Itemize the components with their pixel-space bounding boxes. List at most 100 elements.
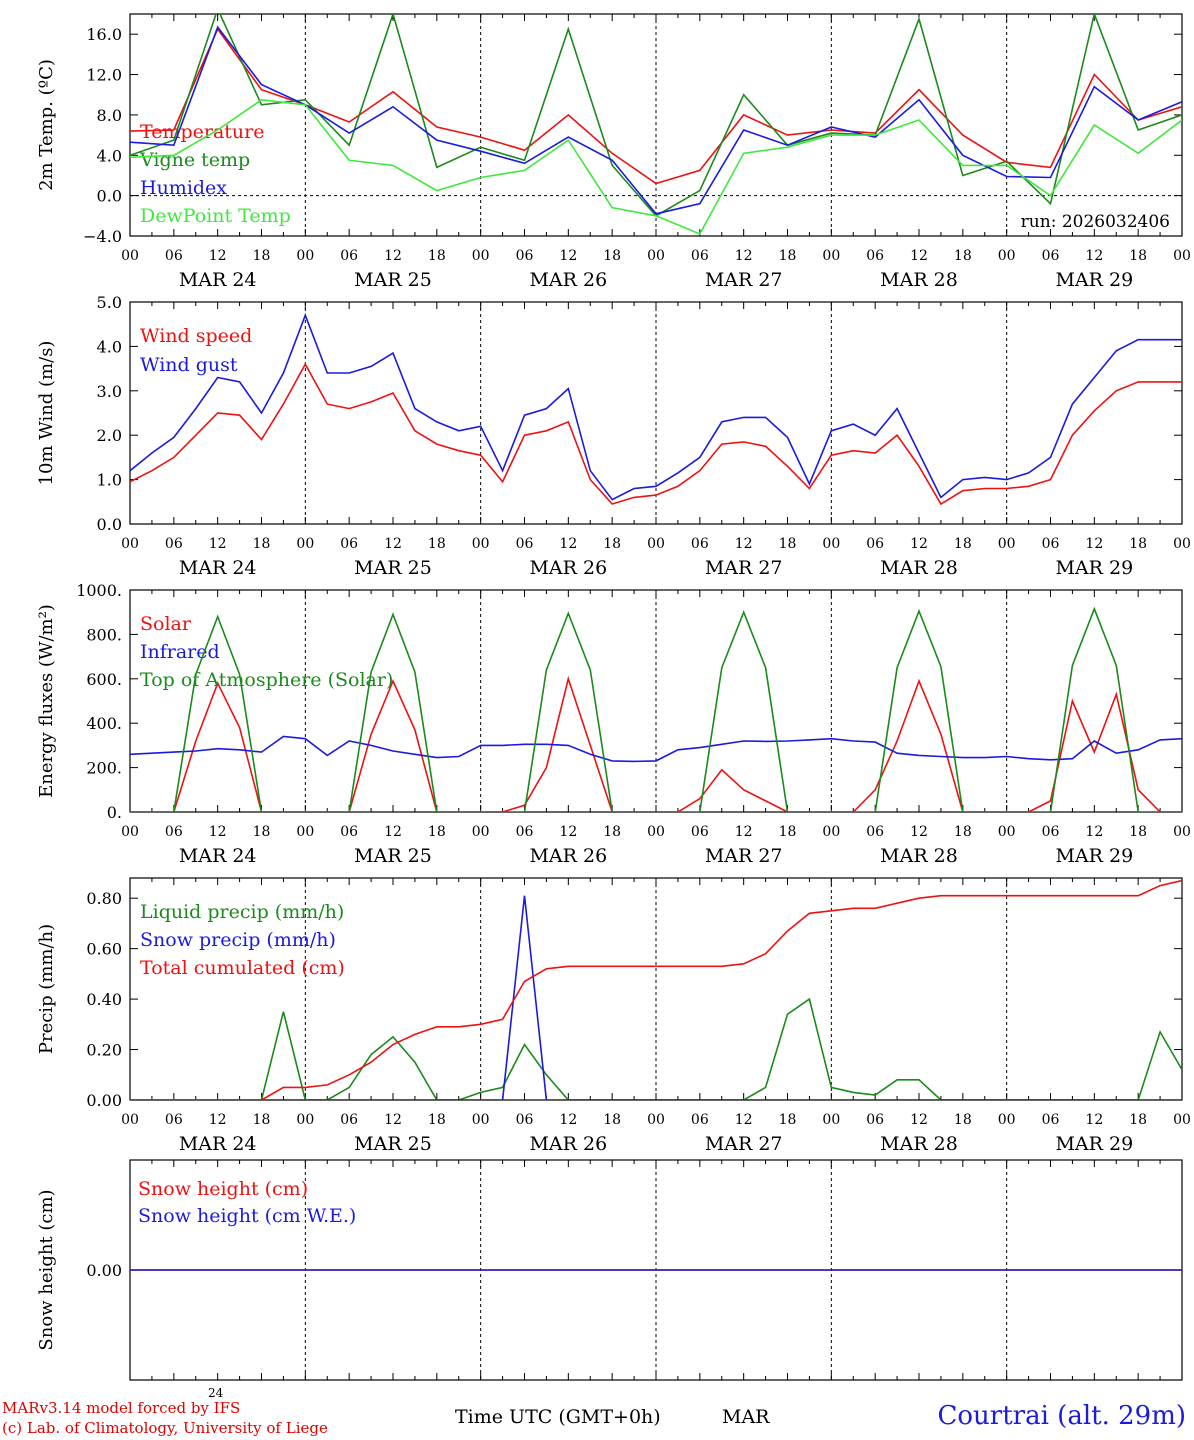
x-hour-label: 06 [866, 248, 884, 264]
x-day-label: MAR 25 [354, 269, 432, 291]
x-day-label: MAR 27 [705, 1133, 783, 1155]
x-hour-label: 12 [384, 1112, 402, 1128]
x-hour-label: 00 [296, 536, 314, 552]
x-hour-label: 18 [779, 248, 797, 264]
x-hour-label: 00 [121, 248, 139, 264]
y-tick-label: 0.0 [97, 515, 122, 534]
panel-wind: 00 06 12 18 00 06 12 18 00 06 12 18 00 06 12 18 00 06 12 18… [36, 293, 1191, 579]
series-line-wind-gust [130, 313, 1182, 501]
x-hour-label: 12 [910, 248, 928, 264]
x-hour-label: 18 [779, 824, 797, 840]
x-hour-label: 00 [472, 248, 490, 264]
x-day-label: MAR 25 [354, 1133, 432, 1155]
x-hour-label: 12 [559, 248, 577, 264]
x-hour-label: 00 [1173, 824, 1191, 840]
x-hour-label: 12 [910, 536, 928, 552]
x-day-label: MAR 24 [179, 557, 257, 579]
y-axis-label: 2m Temp. (ºC) [36, 59, 57, 191]
x-hour-label: 00 [296, 1112, 314, 1128]
x-hour-label: 12 [384, 824, 402, 840]
x-day-label: MAR 28 [880, 269, 958, 291]
x-hour-label: 00 [647, 248, 665, 264]
x-hour-label: 00 [647, 824, 665, 840]
x-hour-label: 00 [647, 536, 665, 552]
legend-vigne-temp: Vigne temp [139, 149, 250, 171]
x-hour-label: 18 [779, 1112, 797, 1128]
series-line-dewpoint-temp [130, 98, 1182, 236]
legend-temperature: Temperature [140, 121, 264, 143]
x-day-label: MAR 27 [705, 269, 783, 291]
x-hour-label: 06 [165, 1112, 183, 1128]
x-hour-label: 12 [1085, 248, 1103, 264]
x-hour-label: 06 [516, 1112, 534, 1128]
x-hour-label: 06 [516, 536, 534, 552]
x-hour-label: 18 [603, 1112, 621, 1128]
x-day-label: MAR 29 [1055, 845, 1133, 867]
y-axis-label: 10m Wind (m/s) [36, 341, 57, 486]
y-tick-label: 800. [86, 625, 122, 644]
y-tick-label: 400. [86, 714, 122, 733]
x-day-label: MAR 26 [529, 557, 607, 579]
y-tick-label: 16.0 [86, 25, 122, 44]
x-hour-label: 00 [1173, 1112, 1191, 1128]
series-line-humidex [130, 25, 1182, 215]
x-hour-label: 18 [603, 248, 621, 264]
x-hour-label: 18 [428, 824, 446, 840]
y-tick-label: 2.0 [97, 426, 122, 445]
x-hour-label: 00 [998, 248, 1016, 264]
series-line-wind-speed [130, 362, 1182, 506]
x-day-label: MAR 25 [354, 557, 432, 579]
x-day-label: MAR 24 [179, 1133, 257, 1155]
x-hour-label: 00 [647, 1112, 665, 1128]
legend-dewpoint-temp: DewPoint Temp [140, 205, 291, 227]
x-day-label: MAR 26 [529, 269, 607, 291]
x-hour-label: 06 [165, 536, 183, 552]
x-hour-label: 06 [691, 248, 709, 264]
y-axis-label: Snow height (cm) [36, 1189, 57, 1350]
x-hour-label: 06 [165, 824, 183, 840]
x-hour-label: 18 [603, 824, 621, 840]
x-hour-label: 00 [296, 824, 314, 840]
x-day-label: MAR 24 [179, 845, 257, 867]
x-hour-label: 06 [1042, 824, 1060, 840]
small-day-label: 24 [208, 1386, 224, 1400]
x-hour-label: 18 [1129, 536, 1147, 552]
x-hour-label: 12 [559, 536, 577, 552]
x-hour-label: 00 [121, 1112, 139, 1128]
y-tick-label: 4.0 [97, 146, 122, 165]
x-hour-label: 12 [910, 1112, 928, 1128]
x-hour-label: 06 [691, 824, 709, 840]
panel-precip: 00 06 12 18 00 06 12 18 00 06 12 18 00 06 12 18 00 06 12 18… [36, 877, 1191, 1155]
x-day-label: MAR 27 [705, 557, 783, 579]
x-hour-label: 00 [472, 824, 490, 840]
y-tick-label: 8.0 [97, 106, 122, 125]
x-hour-label: 06 [340, 248, 358, 264]
y-tick-label: 600. [86, 670, 122, 689]
y-tick-label: 200. [86, 759, 122, 778]
x-hour-label: 06 [340, 824, 358, 840]
x-hour-label: 00 [998, 1112, 1016, 1128]
x-hour-label: 12 [559, 824, 577, 840]
panel-temperature: 00 06 12 18 00 06 12 18 00 06 12 18 00 06 12 18 00 06 12 18… [36, 13, 1191, 291]
legend-total-cumulated-cm: Total cumulated (cm) [140, 957, 345, 979]
x-day-label: MAR 29 [1055, 1133, 1133, 1155]
y-tick-label: 0.00 [86, 1091, 122, 1110]
x-day-label: MAR 28 [880, 1133, 958, 1155]
x-hour-label: 12 [1085, 536, 1103, 552]
x-day-label: MAR 28 [880, 845, 958, 867]
time-axis-month: MAR [722, 1406, 770, 1428]
x-hour-label: 18 [428, 1112, 446, 1128]
x-hour-label: 18 [779, 536, 797, 552]
x-hour-label: 06 [340, 536, 358, 552]
x-hour-label: 06 [866, 1112, 884, 1128]
y-tick-label: 0.00 [86, 1261, 122, 1280]
y-tick-label: 5.0 [97, 293, 122, 312]
x-hour-label: 12 [209, 248, 227, 264]
y-tick-label: 0.60 [86, 940, 122, 959]
x-hour-label: 12 [735, 1112, 753, 1128]
x-hour-label: 18 [1129, 824, 1147, 840]
run-annotation: run: 2026032406 [1021, 212, 1170, 232]
x-day-label: MAR 27 [705, 845, 783, 867]
panel-energy: 00 06 12 18 00 06 12 18 00 06 12 18 00 06 12 18 00 06 12 18… [36, 581, 1191, 867]
